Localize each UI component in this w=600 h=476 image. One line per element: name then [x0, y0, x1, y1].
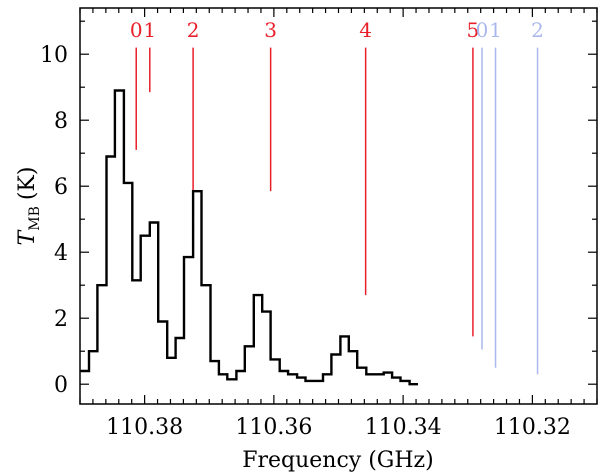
hyperfine-marker-label: 5 — [467, 18, 480, 42]
y-tick-label: 2 — [54, 307, 68, 332]
y-axis-label-unit: (K) — [15, 167, 40, 201]
y-tick-label: 10 — [40, 43, 68, 68]
hyperfine-marker-label: 4 — [359, 18, 372, 42]
hyperfine-markers: 0 1 2 3 4 50 1 2 — [130, 18, 544, 375]
hyperfine-marker-label: 0 — [476, 18, 489, 42]
hyperfine-marker-label: 0 — [130, 18, 143, 42]
hyperfine-marker-label: 2 — [531, 18, 544, 42]
y-tick-label: 4 — [54, 241, 68, 266]
x-axis-label: Frequency (GHz) — [242, 448, 434, 473]
hyperfine-marker-label: 1 — [489, 18, 502, 42]
hyperfine-marker-label: 2 — [187, 18, 200, 42]
y-tick-label: 0 — [54, 373, 68, 398]
x-tick-label: 110.38 — [106, 415, 183, 440]
y-tick-label: 6 — [54, 175, 68, 200]
y-axis-label: TMB (K) — [15, 167, 43, 246]
x-tick-label: 110.36 — [235, 415, 312, 440]
y-axis-label-main: T — [15, 228, 40, 245]
y-tick-label: 8 — [54, 109, 68, 134]
y-axis-label-sub: MB — [27, 206, 43, 231]
x-tick-label: 110.34 — [365, 415, 442, 440]
x-tick-label: 110.32 — [494, 415, 571, 440]
hyperfine-marker-label: 1 — [143, 18, 156, 42]
x-axis-ticks: 110.38 110.36 110.34 110.32 — [79, 8, 598, 440]
spectrum-line — [80, 89, 418, 386]
plot-frame — [79, 7, 598, 405]
hyperfine-marker-label: 3 — [264, 18, 277, 42]
